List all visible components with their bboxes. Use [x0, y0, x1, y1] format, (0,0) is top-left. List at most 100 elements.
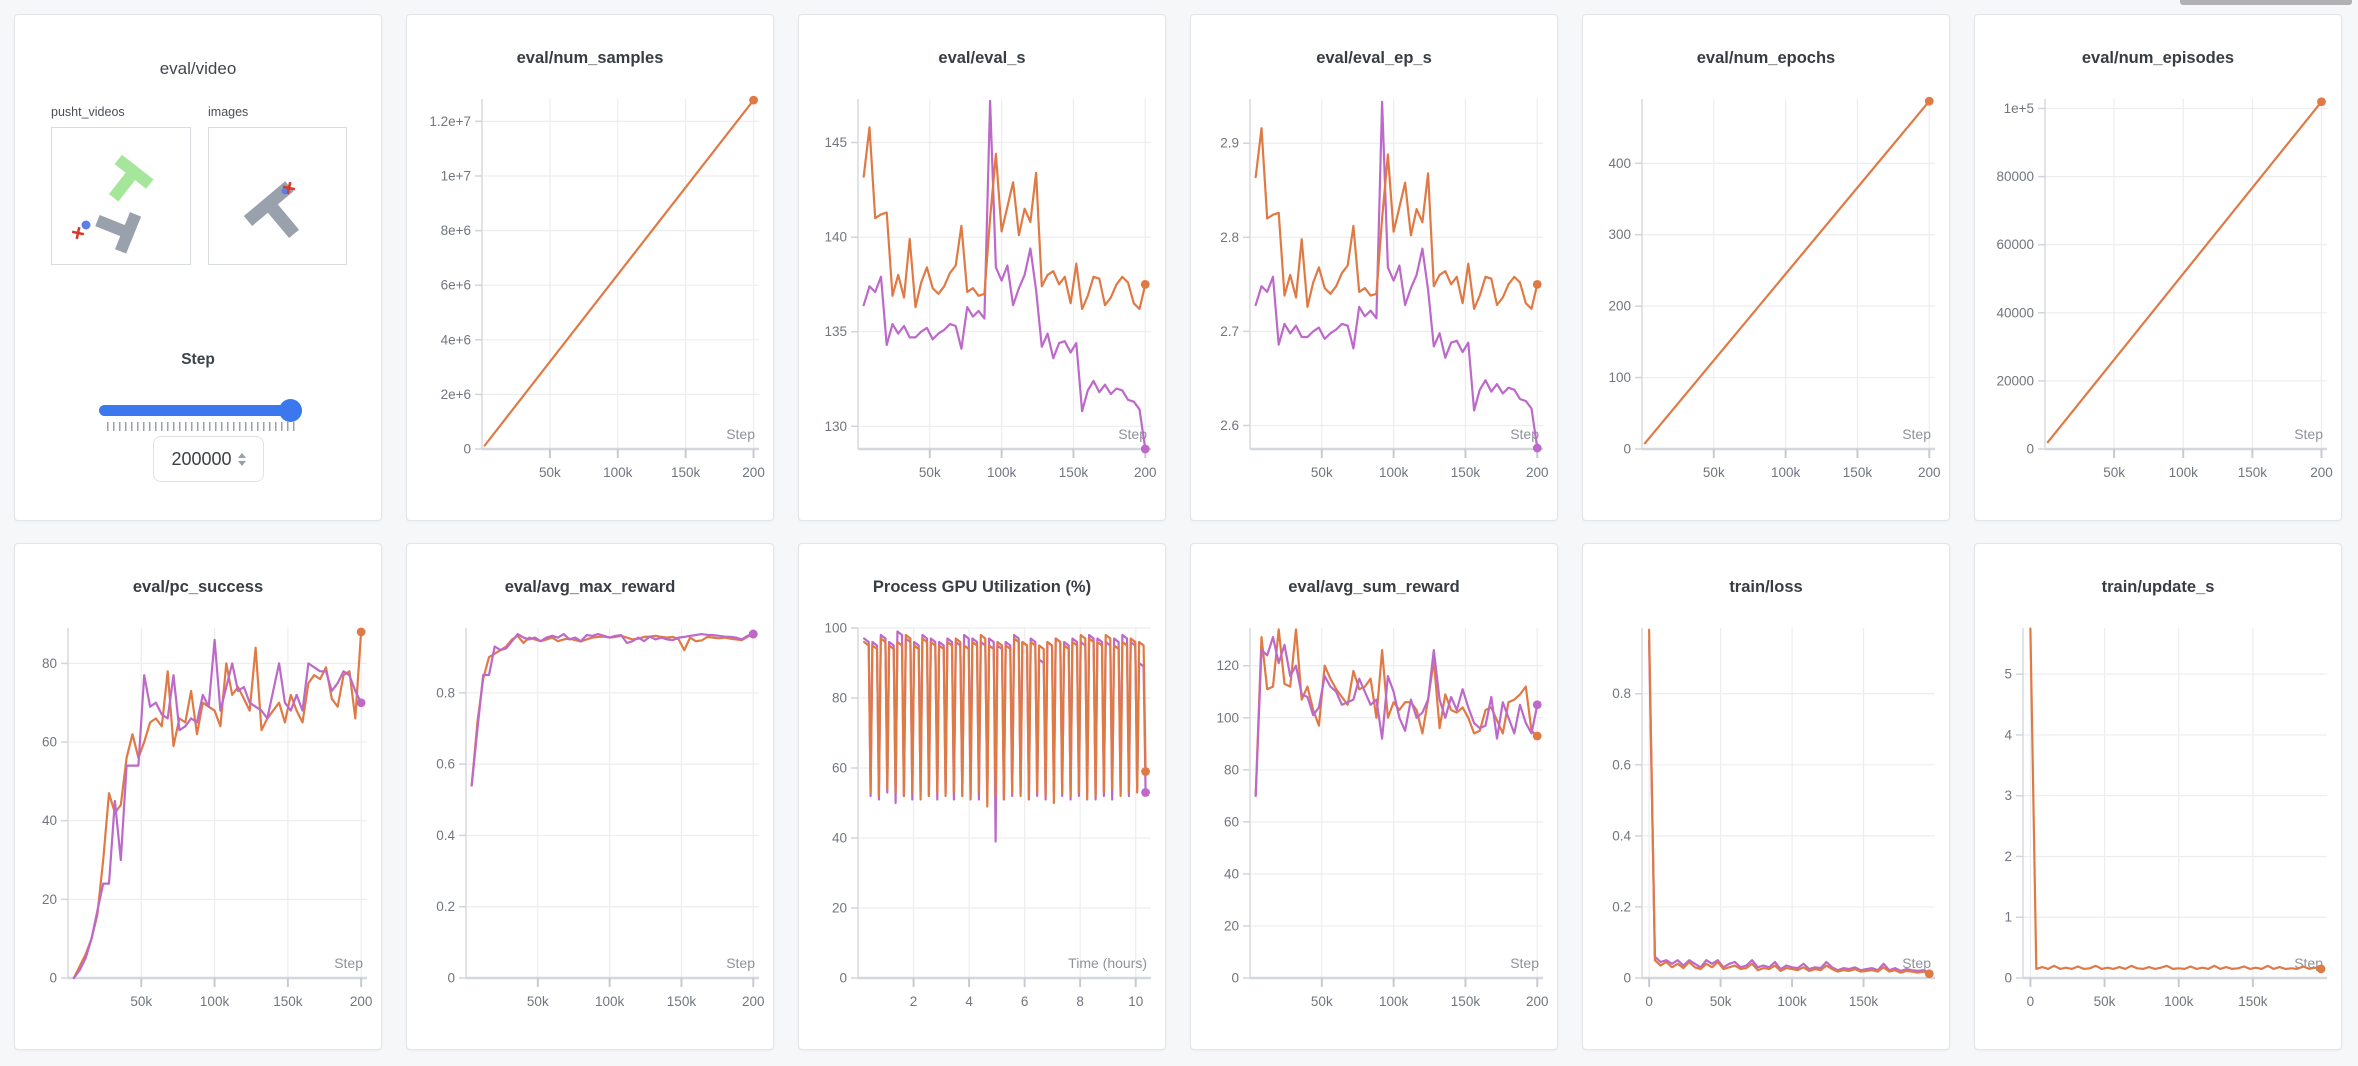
svg-text:4e+6: 4e+6 — [441, 332, 471, 347]
svg-text:2: 2 — [910, 994, 918, 1009]
svg-text:0.2: 0.2 — [1612, 899, 1631, 914]
series-endpoint-run-orange — [2317, 97, 2326, 107]
svg-text:80: 80 — [42, 656, 57, 671]
svg-text:8: 8 — [1076, 994, 1084, 1009]
panel-train-update-s: train/update_s 0 50k 100k 150k 0 1 2 3 4 5 Step — [1974, 543, 2342, 1050]
step-slider-track[interactable] — [99, 405, 301, 416]
svg-text:100k: 100k — [595, 994, 625, 1009]
series-endpoint-run-purple — [356, 698, 366, 708]
chart-eval-pc-success[interactable]: 50k 100k 150k 200 0 20 40 60 80 Step — [15, 618, 382, 1034]
svg-text:0: 0 — [49, 971, 57, 986]
svg-text:80: 80 — [832, 691, 847, 706]
video-thumbnail-pusht-videos[interactable] — [51, 127, 191, 265]
series-run-purple — [72, 638, 363, 980]
series-run-orange — [1254, 127, 1539, 310]
step-slider-label: Step — [181, 351, 215, 368]
series-run-orange — [72, 630, 363, 980]
panel-eval-video: eval/video pusht_videos images — [14, 14, 382, 521]
series-run-orange — [862, 633, 1147, 808]
svg-text:150k: 150k — [2238, 465, 2268, 480]
chart-title: eval/eval_ep_s — [1316, 49, 1432, 67]
svg-text:Step: Step — [1118, 426, 1147, 442]
svg-text:5: 5 — [2004, 667, 2012, 682]
svg-text:Step: Step — [726, 426, 755, 442]
series-run-orange — [1647, 628, 1931, 975]
svg-text:Time (hours): Time (hours) — [1068, 955, 1147, 971]
series-run-orange — [470, 633, 755, 787]
series-endpoint-run-purple — [1532, 700, 1542, 710]
svg-text:150k: 150k — [671, 465, 701, 480]
chart-eval-avg-max-reward[interactable]: 50k 100k 150k 200 0 0.2 0.4 0.6 0.8 Step — [407, 618, 774, 1034]
svg-text:200: 200 — [1134, 465, 1157, 480]
media-caption-images: images — [208, 105, 249, 119]
chart-title: Process GPU Utilization (%) — [872, 578, 1092, 596]
svg-text:20: 20 — [832, 901, 847, 916]
chart-title: eval/num_epochs — [1696, 49, 1836, 67]
series-endpoint-run-orange — [749, 95, 758, 105]
svg-text:2.9: 2.9 — [1220, 136, 1239, 151]
svg-text:4: 4 — [965, 994, 973, 1009]
svg-text:80000: 80000 — [1996, 169, 2034, 184]
svg-text:20: 20 — [1224, 918, 1239, 933]
svg-text:60: 60 — [42, 735, 57, 750]
series-run-orange — [862, 126, 1147, 311]
svg-text:0.2: 0.2 — [436, 899, 455, 914]
series-run-orange — [2029, 627, 2323, 970]
svg-text:0: 0 — [463, 442, 471, 457]
svg-text:0: 0 — [1231, 971, 1239, 986]
panel-eval-avg-sum-reward: eval/avg_sum_reward 50k 100k 150k 200 0 20 40 6… — [1190, 543, 1558, 1050]
chart-eval-eval-ep-s[interactable]: 50k 100k 150k 200 2.6 2.7 2.8 2.9 Step — [1191, 89, 1558, 505]
svg-text:100: 100 — [1216, 710, 1239, 725]
svg-text:150k: 150k — [1059, 465, 1089, 480]
series-endpoint-run-orange — [1924, 96, 1934, 106]
step-number-input[interactable]: 200000 — [153, 436, 264, 482]
svg-text:200: 200 — [1918, 465, 1941, 480]
pusht-scene-icon — [71, 154, 154, 254]
svg-text:50k: 50k — [527, 994, 549, 1009]
svg-text:60: 60 — [832, 761, 847, 776]
panel-train-loss: train/loss 0 50k 100k 150k 0 0.2 0.4 0.6 0.8 Step — [1582, 543, 1950, 1050]
series-endpoint-run-orange — [2316, 964, 2326, 974]
panel-eval-eval-ep-s: eval/eval_ep_s 50k 100k 150k 200 2.6 2.7 2.8 2.… — [1190, 14, 1558, 521]
chart-eval-eval-s[interactable]: 50k 100k 150k 200 130 135 140 145 Step — [799, 89, 1166, 505]
svg-text:Step: Step — [1510, 955, 1539, 971]
pusht-image-icon — [243, 181, 300, 239]
series-run-orange — [483, 99, 755, 447]
svg-text:1: 1 — [2004, 910, 2012, 925]
series-endpoint-run-purple — [748, 629, 758, 639]
panel-process-gpu-utilization: Process GPU Utilization (%) 2 4 6 8 10 0 20 40 6… — [798, 543, 1166, 1050]
chart-eval-num-epochs[interactable]: 50k 100k 150k 200 0 100 200 300 400 Step — [1583, 89, 1950, 505]
svg-text:140: 140 — [824, 230, 847, 245]
svg-text:2.6: 2.6 — [1220, 418, 1239, 433]
chart-eval-num-samples[interactable]: 50k 100k 150k 200 0 2e+6 4e+6 6e+6 8e+6 1e+7 1.2e+… — [407, 89, 774, 505]
svg-text:150k: 150k — [2238, 994, 2268, 1009]
stepper-arrows-icon[interactable] — [237, 452, 246, 466]
svg-text:40: 40 — [42, 813, 57, 828]
chart-eval-num-episodes[interactable]: 50k 100k 150k 200 0 20000 40000 60000 80000 1e+5 S… — [1975, 89, 2342, 505]
horizontal-scrollbar-thumb[interactable] — [2180, 0, 2352, 5]
svg-text:0: 0 — [2004, 971, 2012, 986]
chart-train-loss[interactable]: 0 50k 100k 150k 0 0.2 0.4 0.6 0.8 Step — [1583, 618, 1950, 1034]
media-caption-pusht-videos: pusht_videos — [51, 105, 125, 119]
svg-text:2.8: 2.8 — [1220, 230, 1239, 245]
chart-eval-avg-sum-reward[interactable]: 50k 100k 150k 200 0 20 40 60 80 100 120 Step — [1191, 618, 1558, 1034]
svg-text:200: 200 — [350, 994, 373, 1009]
panel-eval-num-episodes: eval/num_episodes 50k 100k 150k 200 0 20000 40… — [1974, 14, 2342, 521]
series-endpoint-run-orange — [1141, 767, 1150, 776]
svg-text:40: 40 — [1224, 866, 1239, 881]
step-slider-thumb[interactable] — [279, 399, 302, 422]
svg-text:80: 80 — [1224, 762, 1239, 777]
svg-text:200: 200 — [1526, 994, 1549, 1009]
svg-text:Step: Step — [1902, 955, 1931, 971]
svg-text:200: 200 — [2310, 465, 2333, 480]
svg-text:200: 200 — [742, 994, 765, 1009]
svg-text:50k: 50k — [2103, 465, 2125, 480]
svg-text:8e+6: 8e+6 — [441, 223, 471, 238]
video-thumbnail-images[interactable] — [208, 127, 347, 265]
series-run-purple — [1647, 639, 1931, 974]
svg-text:60: 60 — [1224, 814, 1239, 829]
svg-text:Step: Step — [726, 955, 755, 971]
svg-text:50k: 50k — [539, 465, 561, 480]
